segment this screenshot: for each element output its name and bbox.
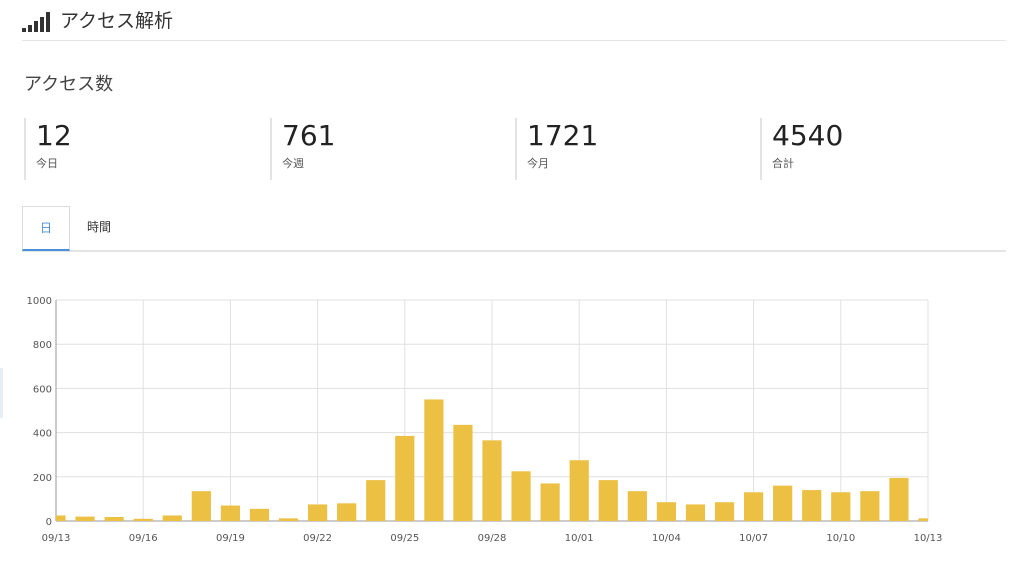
bar-10-02: [598, 480, 618, 521]
x-tick-label: 10/10: [826, 533, 855, 544]
bar-10-06: [714, 502, 735, 521]
tab-day[interactable]: 日: [22, 206, 70, 251]
stat-value: 761: [282, 119, 336, 152]
x-tick-label: 10/04: [652, 533, 681, 544]
x-tick-label: 09/28: [478, 533, 507, 544]
bar-10-12: [889, 477, 909, 521]
bar-09-28: [482, 440, 502, 521]
bar-09-27: [453, 424, 473, 521]
bar-09-22: [308, 504, 328, 521]
stat-label: 合計: [772, 157, 794, 170]
stat-total: 4540 合計: [760, 118, 843, 180]
bar-09-14: [75, 516, 95, 521]
bar-10-04: [656, 502, 676, 521]
x-tick-label: 09/25: [390, 533, 419, 544]
x-tick-label: 09/19: [216, 533, 245, 544]
bar-10-05: [685, 504, 706, 521]
y-tick-label: 200: [33, 473, 52, 484]
x-tick-label: 09/22: [303, 533, 332, 544]
bar-09-30: [540, 483, 560, 521]
stat-label: 今週: [282, 157, 304, 170]
bar-10-03: [627, 491, 647, 521]
bar-09-29: [511, 471, 531, 521]
x-tick-label: 10/07: [739, 533, 768, 544]
page-header: アクセス解析: [22, 4, 1006, 41]
bar-10-10: [831, 492, 851, 521]
stat-value: 1721: [527, 119, 599, 152]
stat-value: 4540: [772, 119, 844, 152]
stat-value: 12: [36, 119, 72, 152]
bar-09-19: [220, 505, 240, 521]
bar-10-09: [802, 490, 822, 521]
signal-bars-icon: [22, 12, 56, 32]
x-tick-label: 10/13: [914, 533, 943, 544]
bar-09-26: [424, 399, 444, 521]
bar-09-20: [249, 508, 270, 521]
stat-month: 1721 今月: [515, 118, 598, 180]
bar-09-17: [162, 515, 182, 521]
stat-week: 761 今週: [270, 118, 335, 180]
tab-bar: 日 時間: [22, 206, 1006, 252]
page-title: アクセス解析: [60, 10, 174, 32]
y-tick-label: 800: [33, 340, 52, 351]
bar-09-18: [191, 491, 211, 521]
stat-label: 今月: [527, 157, 549, 170]
bar-10-08: [773, 485, 793, 521]
y-tick-label: 0: [46, 517, 52, 528]
left-edge-marker: [0, 368, 3, 418]
bar-09-16: [133, 518, 153, 521]
y-tick-label: 600: [33, 384, 52, 395]
x-tick-label: 10/01: [565, 533, 594, 544]
stat-today: 12 今日: [24, 118, 72, 180]
bar-10-01: [569, 460, 589, 521]
bar-10-07: [744, 492, 764, 521]
bar-09-25: [395, 435, 415, 521]
section-title: アクセス数: [24, 74, 114, 95]
tab-hour[interactable]: 時間: [86, 220, 111, 234]
y-tick-label: 400: [33, 429, 52, 440]
access-bar-chart: 0 200 400 600 800 1000 09/13 09/16 09/19 09/22 09/…: [27, 296, 943, 544]
y-tick-label: 1000: [27, 296, 52, 307]
bar-09-21: [278, 518, 299, 521]
x-tick-label: 09/13: [42, 533, 71, 544]
stat-label: 今日: [36, 157, 58, 170]
bar-09-23: [337, 503, 357, 521]
bar-09-15: [104, 517, 124, 521]
bar-10-11: [860, 491, 880, 521]
x-tick-label: 09/16: [129, 533, 158, 544]
bar-09-24: [366, 480, 386, 521]
bar-09-13: [56, 515, 66, 521]
bar-10-13: [918, 518, 928, 521]
